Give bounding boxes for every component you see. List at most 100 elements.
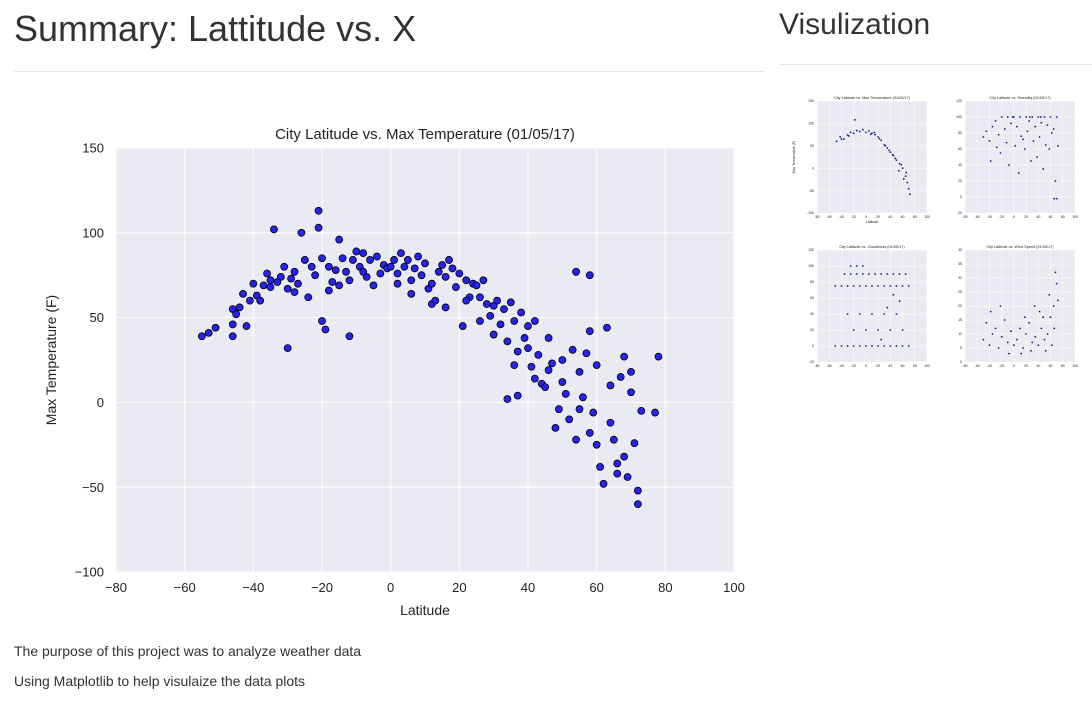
data-point <box>1053 327 1056 330</box>
data-point <box>892 293 895 296</box>
data-point <box>1009 122 1012 125</box>
data-point <box>1006 116 1009 118</box>
y-tick-label: 0 <box>960 195 962 199</box>
data-point <box>1042 168 1045 170</box>
data-point <box>304 293 313 302</box>
data-point <box>897 169 900 172</box>
data-point <box>1030 160 1032 162</box>
data-point <box>991 333 994 335</box>
data-point <box>858 345 861 347</box>
thumbnail-temperature[interactable]: -80 -60 -40 -20 0 20 40 60 80 100 -100 -50 0 50 100 150… <box>787 91 937 229</box>
x-tick-label: 80 <box>1061 364 1065 368</box>
chart-title: City Latitude vs. Max Temperature (01/05… <box>275 126 575 143</box>
sidebar-divider <box>779 64 1092 65</box>
data-point <box>359 267 368 276</box>
data-point <box>476 293 484 302</box>
data-point <box>1042 316 1045 319</box>
data-point <box>861 265 864 267</box>
data-point <box>596 462 604 471</box>
data-point <box>1043 338 1046 341</box>
data-point <box>1049 316 1052 319</box>
data-point <box>324 262 333 271</box>
x-tick-label: −20 <box>311 580 333 595</box>
data-point <box>994 120 997 122</box>
y-axis-label: Max Temperature (F) <box>43 295 59 425</box>
data-point <box>558 356 567 364</box>
thumbnail-cloudiness[interactable]: -80 -60 -40 -20 0 20 40 60 80 100 -20 0 20 40 60 80 100 1… <box>787 240 937 378</box>
y-tick-label: 40 <box>958 163 962 167</box>
x-tick-label: 40 <box>1036 215 1040 219</box>
data-point <box>868 130 870 132</box>
data-point <box>1003 128 1006 130</box>
data-point <box>877 329 880 331</box>
data-point <box>889 285 892 287</box>
data-point <box>846 285 849 287</box>
data-point <box>606 418 615 427</box>
x-tick-label: -40 <box>839 364 844 368</box>
data-point <box>1000 116 1003 118</box>
data-point <box>228 320 237 329</box>
data-point <box>869 133 872 136</box>
data-point <box>503 337 512 346</box>
data-point <box>1017 172 1020 174</box>
thumbnail-humidity[interactable]: -80 -60 -40 -20 0 20 40 60 80 100 -20 0 20 40 60 80 100 1… <box>935 91 1085 229</box>
data-point <box>1005 141 1008 144</box>
data-point <box>1016 125 1018 128</box>
chart-title: City Latitude vs. Cloudiness (01/05/17) <box>839 245 905 249</box>
data-point <box>1023 316 1026 319</box>
data-point <box>853 118 856 121</box>
data-point <box>541 383 550 392</box>
data-point <box>894 157 897 160</box>
data-point <box>579 393 587 402</box>
data-point <box>902 178 905 180</box>
data-point <box>898 300 901 303</box>
data-point <box>839 135 842 138</box>
data-point <box>871 345 873 347</box>
x-tick-label: -20 <box>851 215 856 219</box>
data-point <box>493 296 502 305</box>
data-point <box>988 344 991 347</box>
data-point <box>414 252 423 261</box>
y-tick-label: 150 <box>808 99 814 103</box>
data-point <box>889 345 892 347</box>
data-point <box>266 283 275 291</box>
data-point <box>884 144 887 147</box>
data-point <box>633 500 642 509</box>
x-tick-label: -80 <box>962 215 967 219</box>
y-tick-label: 120 <box>808 248 814 252</box>
data-point <box>575 367 584 376</box>
data-point <box>369 281 378 290</box>
data-point <box>874 273 876 275</box>
x-tick-label: 60 <box>901 215 905 219</box>
data-point <box>907 187 910 190</box>
data-point <box>1016 338 1018 341</box>
data-point <box>1036 156 1039 158</box>
y-tick-label: −50 <box>82 480 104 495</box>
x-tick-label: 20 <box>876 215 880 219</box>
x-tick-label: 20 <box>876 364 880 368</box>
y-tick-label: 0 <box>812 344 814 348</box>
data-point <box>348 256 357 264</box>
y-tick-label: 100 <box>808 122 814 126</box>
y-tick-label: 0 <box>960 360 962 364</box>
chart-title: City Latitude vs. Max Temperature (01/05… <box>834 96 911 100</box>
data-point <box>232 310 241 319</box>
data-point <box>1028 116 1031 118</box>
data-point <box>359 249 368 258</box>
data-point <box>249 279 258 288</box>
data-point <box>287 274 296 283</box>
data-point <box>630 439 639 448</box>
y-tick-label: 40 <box>810 312 814 316</box>
data-point <box>888 149 891 152</box>
data-point <box>861 128 864 131</box>
data-point <box>904 175 907 178</box>
data-point <box>864 345 867 347</box>
data-point <box>1006 341 1009 344</box>
data-point <box>510 361 519 369</box>
thumbnail-wind-speed[interactable]: -80 -60 -40 -20 0 20 40 60 80 100 0 5 10 15 20 25 30 35 40… <box>935 240 1085 378</box>
data-point <box>393 279 402 288</box>
data-point <box>239 289 247 298</box>
data-point <box>1026 130 1029 133</box>
data-point <box>403 256 412 264</box>
data-point <box>204 328 213 337</box>
